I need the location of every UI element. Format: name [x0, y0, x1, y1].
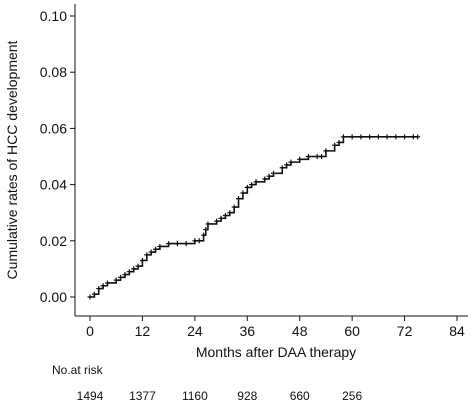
censor-mark	[87, 294, 93, 300]
censor-mark	[244, 184, 250, 190]
censor-mark	[415, 134, 421, 140]
x-tick-label: 12	[135, 323, 151, 339]
x-ticks: 0 12 24 36 48 60 72 84	[86, 316, 465, 339]
censor-mark	[126, 269, 132, 275]
censor-mark	[218, 215, 224, 221]
censor-mark	[222, 213, 228, 219]
axes	[74, 4, 468, 317]
censor-mark	[153, 246, 159, 252]
censor-mark	[196, 238, 202, 244]
x-axis-label: Months after DAA therapy	[196, 344, 356, 360]
x-tick-label: 36	[239, 323, 255, 339]
censor-mark	[240, 190, 246, 196]
censor-mark	[118, 274, 124, 280]
y-tick-label: 0.00	[40, 289, 67, 305]
x-tick-label: 24	[187, 323, 203, 339]
censor-mark	[91, 291, 97, 297]
censor-mark	[349, 134, 355, 140]
censor-mark	[231, 204, 237, 210]
y-tick-label: 0.10	[40, 8, 67, 24]
series-group	[87, 134, 421, 300]
censor-mark	[144, 252, 150, 258]
censor-mark	[253, 179, 259, 185]
censor-mark	[393, 134, 399, 140]
censor-mark	[214, 218, 220, 224]
censor-mark	[375, 134, 381, 140]
x-tick-label: 72	[397, 323, 413, 339]
y-tick-label: 0.06	[40, 120, 67, 136]
censor-mark	[100, 283, 106, 289]
censor-mark	[122, 272, 128, 278]
risk-value: 256	[342, 389, 362, 403]
censor-mark	[113, 277, 119, 283]
censor-mark	[201, 232, 207, 238]
censor-mark	[297, 156, 303, 162]
censor-mark	[262, 176, 268, 182]
censor-mark	[340, 134, 346, 140]
censor-mark	[236, 196, 242, 202]
risk-value: 660	[290, 389, 310, 403]
censor-mark	[148, 249, 154, 255]
censor-mark	[336, 139, 342, 145]
censor-mark	[314, 154, 320, 159]
censor-mark	[305, 154, 311, 159]
y-tick-label: 0.04	[40, 177, 67, 193]
censor-mark	[319, 154, 325, 159]
y-tick-label: 0.08	[40, 64, 67, 80]
censor-mark	[131, 266, 137, 272]
y-tick-label: 0.02	[40, 233, 67, 249]
y-ticks: 0.00 0.02 0.04 0.06 0.08 0.10	[40, 8, 75, 305]
risk-value: 1160	[182, 389, 208, 403]
censor-mark	[166, 241, 172, 247]
censor-mark	[96, 286, 102, 292]
censor-mark	[139, 257, 145, 263]
x-tick-label: 0	[86, 323, 94, 339]
censor-mark	[227, 210, 233, 216]
censor-mark	[284, 162, 290, 168]
x-tick-label: 48	[292, 323, 308, 339]
x-tick-label: 84	[449, 323, 465, 339]
risk-table-label: No.at risk	[52, 363, 104, 377]
censor-mark	[358, 134, 364, 140]
risk-values: 1494 1377 1160 928 660 256	[77, 389, 363, 403]
censor-mark	[104, 280, 110, 286]
censor-mark	[367, 134, 373, 140]
risk-value: 1377	[129, 389, 156, 403]
censor-mark	[183, 241, 189, 247]
censor-mark	[266, 173, 272, 179]
km-curve	[90, 136, 418, 298]
censor-mark	[203, 227, 209, 233]
risk-table: No.at risk 1494 1377 1160 928 660 256	[52, 363, 362, 403]
censor-mark	[271, 170, 276, 176]
risk-value: 1494	[77, 389, 104, 403]
censor-mark	[249, 182, 255, 188]
censor-mark	[410, 134, 416, 140]
censor-mark	[323, 148, 329, 154]
censor-mark	[402, 134, 408, 140]
censor-mark	[174, 241, 180, 247]
censor-mark	[205, 221, 211, 227]
censor-mark	[384, 134, 390, 140]
x-tick-label: 60	[344, 323, 360, 339]
y-axis-label: Cumulative rates of HCC development	[4, 40, 20, 279]
censor-mark	[157, 243, 163, 249]
censor-mark	[192, 238, 198, 244]
censor-mark	[135, 263, 141, 269]
censor-mark	[288, 159, 294, 165]
censor-mark	[332, 142, 338, 148]
censor-mark	[279, 165, 285, 171]
risk-value: 928	[237, 389, 257, 403]
